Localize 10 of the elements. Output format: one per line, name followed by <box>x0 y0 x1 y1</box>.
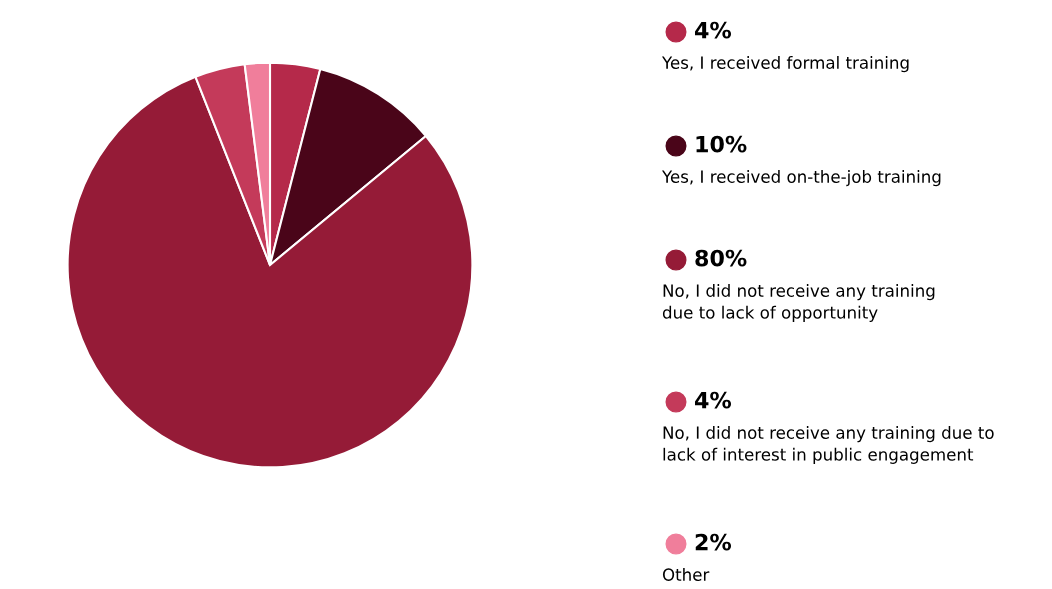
data-label: 80% <box>695 249 747 267</box>
data-label: 2% <box>695 533 732 551</box>
data-label: 4% <box>695 21 732 39</box>
legend-label: Other <box>662 568 710 581</box>
legend-label: Yes, I received formal training <box>661 56 909 73</box>
legend-label: Yes, I received on-the-job training <box>661 170 941 187</box>
legend-label: No, I did not receive any training due to lack of interest in public engagement <box>663 426 994 464</box>
data-label: 10% <box>696 135 747 153</box>
data-label: 4% <box>695 391 732 409</box>
legend-label: No, I did not receive any training due to lack of opportunity <box>662 284 935 322</box>
